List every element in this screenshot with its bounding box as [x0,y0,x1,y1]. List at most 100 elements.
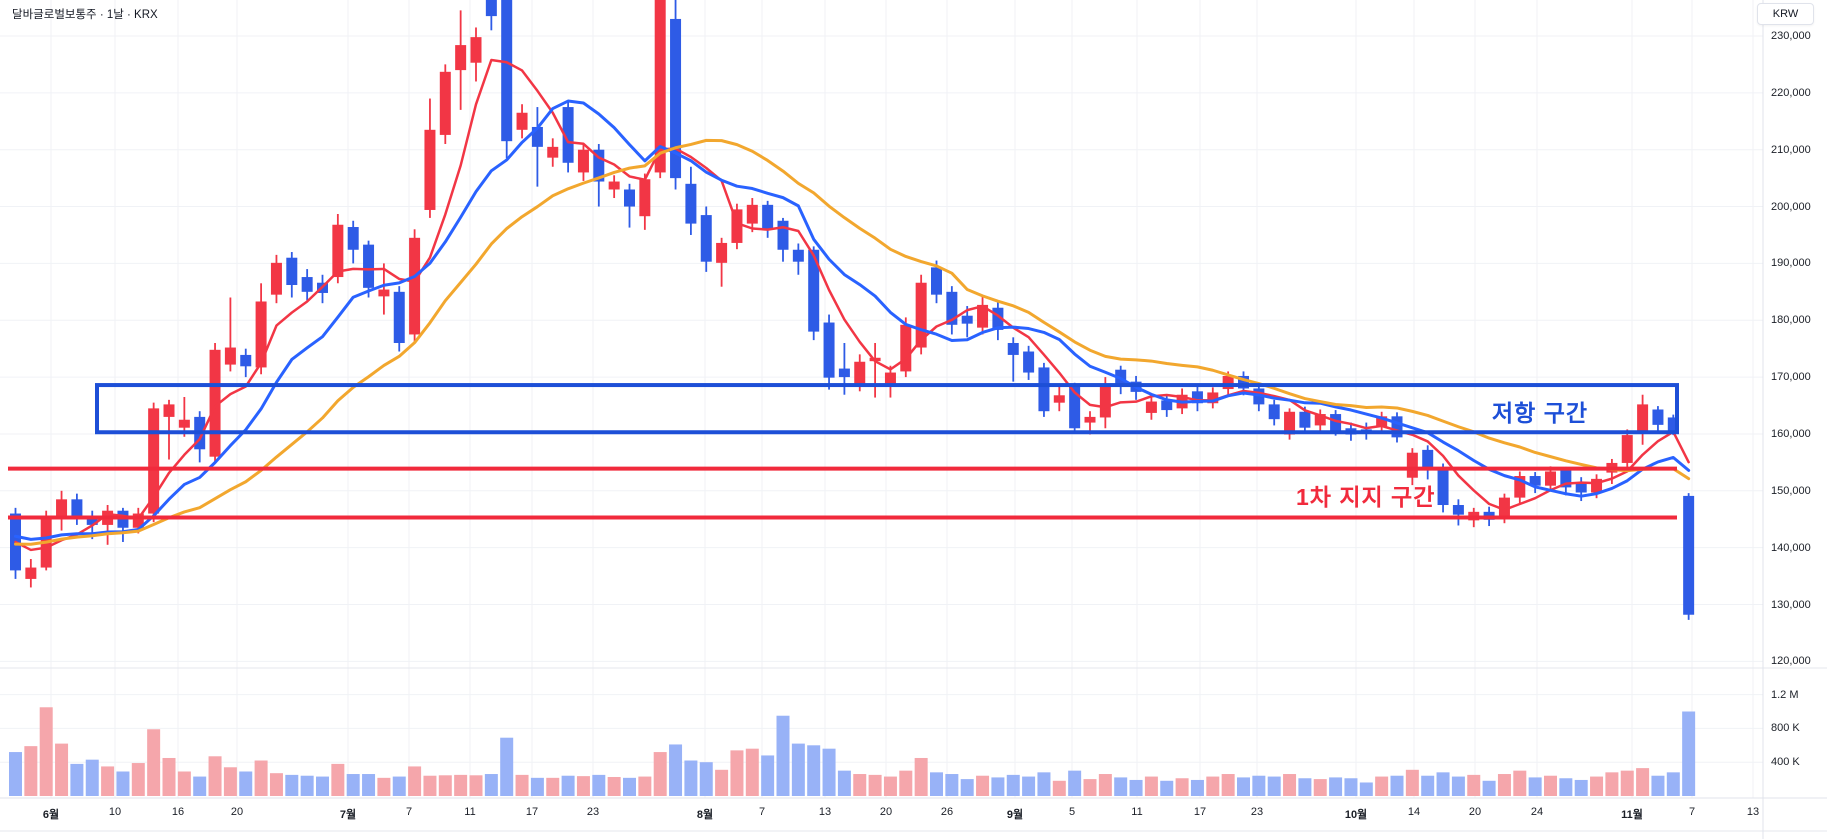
price-axis-label: 210,000 [1771,143,1811,156]
volume-bar [1083,779,1097,796]
time-axis-label: 8월 [696,809,714,821]
volume-axis-label: 400 K [1771,756,1800,769]
candle-body [1314,414,1326,426]
volume-bar [745,748,759,796]
volume-bar [1405,769,1419,796]
candle-body [854,361,866,385]
volume-bar [285,774,299,796]
candle-body [1683,495,1695,615]
volume-bar [1390,775,1404,796]
candle-body [224,347,236,365]
volume-axis-label: 1.2 M [1771,688,1799,701]
candle-body [1145,401,1157,413]
candle-body [1621,435,1633,463]
volume-bar [208,756,222,796]
volume-bar [131,763,145,796]
candle-body [762,204,774,230]
volume-bar [607,776,621,796]
candle-body [792,249,804,262]
volume-bar [1267,776,1281,796]
candle-body [485,0,497,17]
resistance-zone-label[interactable]: 저항 구간 [1492,400,1589,426]
volume-bar [853,774,867,796]
time-axis-label: 23 [1250,806,1264,818]
volume-bar [1144,776,1158,796]
time-axis-label: 11 [1131,806,1143,818]
candle-body [1099,384,1111,418]
volume-bar [546,777,560,796]
symbol-title: 달바글로벌보통주 · 1날 · KRX [12,9,158,21]
candle-body [1422,449,1434,469]
volume-bar [1252,775,1266,796]
volume-bar [822,748,836,796]
support-zone-label[interactable]: 1차 지지 구간 [1296,484,1436,510]
candle-body [547,146,559,158]
candle-body [1667,417,1679,432]
volume-bar [1206,776,1220,796]
price-axis-label: 160,000 [1771,427,1811,440]
volume-bar [1190,779,1204,796]
volume-bar [699,762,713,796]
time-axis-label: 7 [405,806,413,818]
volume-bar [1636,768,1650,796]
candle-body [931,267,942,295]
candle-body [654,0,666,173]
time-axis-label: 17 [525,806,539,818]
price-axis-label: 190,000 [1771,257,1811,270]
volume-bar [193,776,207,796]
candle-body [884,372,896,387]
candle-body [56,499,68,520]
candle-body [455,45,467,71]
volume-bar [331,763,345,796]
time-axis-label: 10월 [1344,809,1368,821]
time-axis-label: 20 [1468,806,1482,818]
volume-bar [515,774,529,796]
candle-body [900,324,912,372]
volume-bar [883,776,897,796]
currency-badge[interactable]: KRW [1757,3,1814,25]
candle-body [409,237,421,335]
candle-body [148,408,160,514]
candle-body [71,499,83,517]
candle-body [1652,409,1664,425]
time-axis-label: 17 [1193,806,1207,818]
candle-body [1268,404,1280,420]
candle-body [608,181,620,190]
volume-bar [1298,778,1312,796]
volume-bar [561,775,575,796]
volume-bar [55,743,69,796]
volume-bar [1052,780,1066,796]
candle-body [209,349,221,457]
candle-body [1053,395,1065,403]
volume-bar [1160,780,1174,796]
candle-body [378,289,390,297]
candle-body [1007,342,1019,355]
candle-body [178,419,190,428]
price-axis-label: 120,000 [1771,655,1811,668]
price-axis[interactable]: 230,000 220,000 210,000 200,000 190,000 180,0… [1763,0,1827,839]
time-axis[interactable]: 6월 10 16 20 7월 7 11 17 23 8월 7 13 20 26 9월 5 11 17 23 10월 14… [0,798,1763,839]
candle-body [1560,470,1572,488]
volume-bar [1467,774,1481,796]
volume-bar [776,715,790,796]
volume-bar [469,775,483,796]
volume-bar [101,766,115,796]
candle-body [301,277,313,292]
volume-bar [1513,770,1527,796]
time-axis-label: 11 [464,806,476,818]
ma-line-ma_slow [14,138,1691,546]
candle-body [1330,414,1342,432]
volume-bar [1237,777,1250,796]
candle-body [424,129,436,210]
volume-bar [1221,774,1235,796]
volume-bar [653,752,667,796]
candle-body [1238,375,1249,389]
candle-body [1529,476,1541,486]
volume-bar [70,763,84,796]
volume-bar [669,744,683,796]
volume-bar [500,737,514,796]
candle-body [639,179,651,217]
volume-bar [39,707,53,796]
volume-bar [1129,779,1143,796]
